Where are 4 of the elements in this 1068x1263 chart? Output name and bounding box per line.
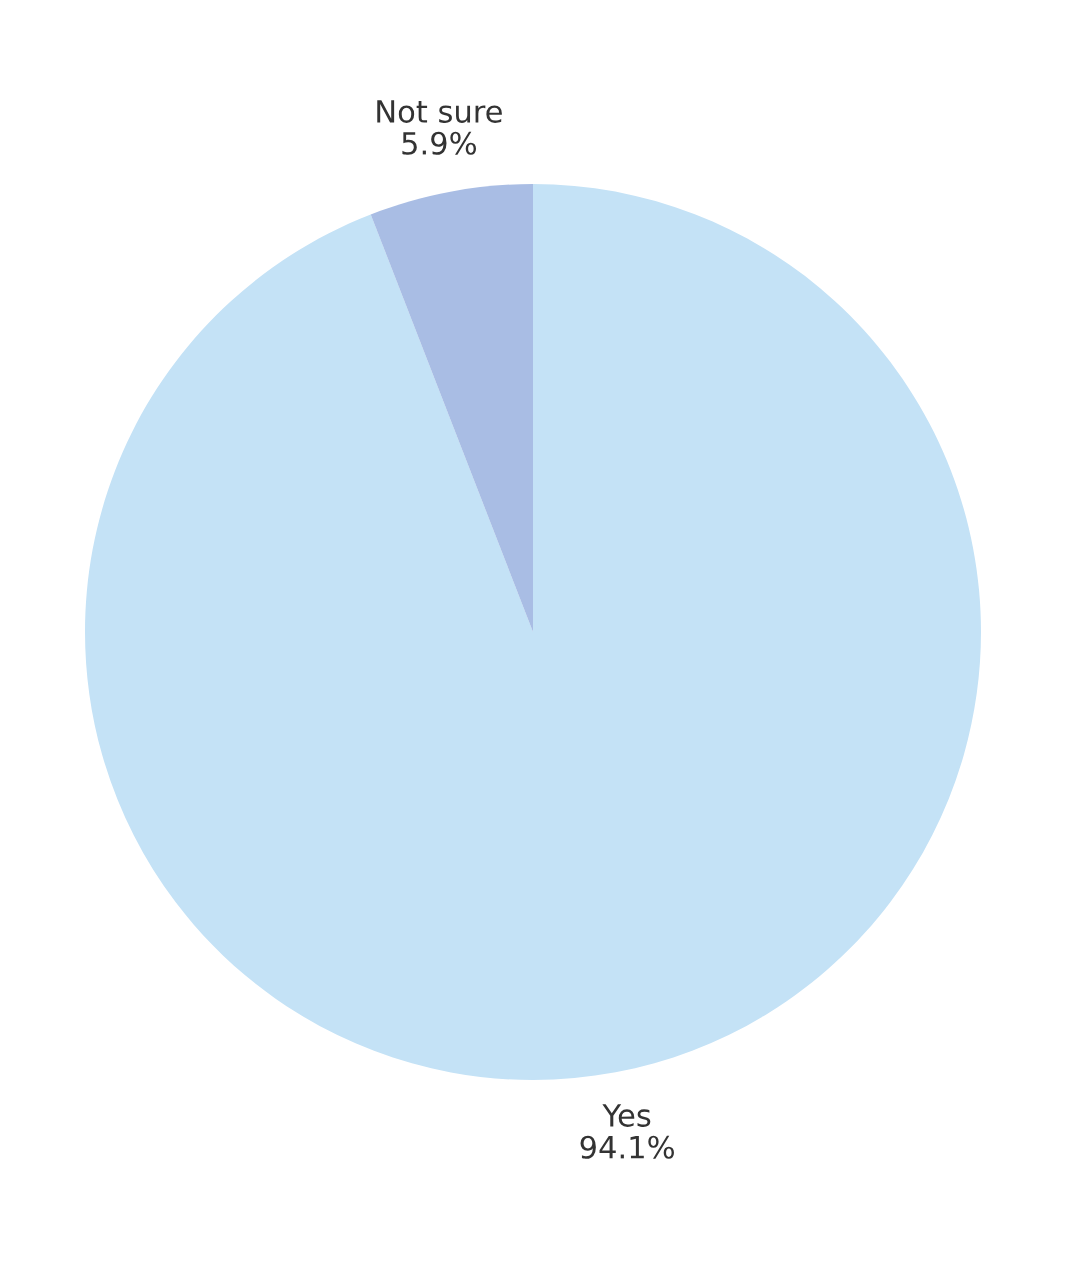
- slice-label: Yes: [602, 1104, 651, 1127]
- slice-label: Not sure: [377, 100, 502, 123]
- data-label: 5.9%: [402, 131, 477, 155]
- data-label: 94.1%: [580, 1135, 674, 1159]
